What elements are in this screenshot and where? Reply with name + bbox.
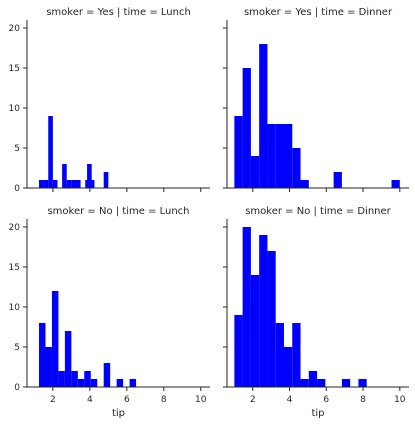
x-tick-label: 2 bbox=[50, 395, 56, 405]
y-tick-label: 10 bbox=[9, 303, 21, 313]
histogram-bar bbox=[267, 124, 276, 188]
x-tick-label: 8 bbox=[161, 395, 167, 405]
facet-panel-4: smoker = No | time = Dinner 2 4 6 8 10 tip bbox=[223, 206, 409, 419]
histogram-bar bbox=[77, 379, 85, 387]
facet-panel-2: smoker = Yes | time = Dinner bbox=[223, 7, 409, 192]
x-axis-label: tip bbox=[112, 408, 125, 419]
x-tick-label: 4 bbox=[87, 395, 93, 405]
histogram-bar bbox=[71, 371, 78, 387]
histogram-bar bbox=[103, 363, 111, 387]
histogram-bar bbox=[116, 379, 124, 387]
x-tick-label: 8 bbox=[360, 395, 366, 405]
histogram-bar bbox=[75, 180, 81, 188]
y-tick-label: 20 bbox=[9, 223, 21, 233]
histogram-bar bbox=[71, 180, 76, 188]
histogram-bar bbox=[250, 156, 260, 188]
histogram-bar bbox=[275, 124, 284, 188]
histogram-bar bbox=[89, 180, 95, 188]
histogram-bar bbox=[58, 371, 65, 387]
histogram-bar bbox=[259, 235, 268, 387]
histogram-bar bbox=[333, 172, 342, 188]
histogram-bar bbox=[234, 116, 243, 188]
y-tick-label: 5 bbox=[14, 144, 20, 154]
histogram-bar bbox=[283, 347, 293, 387]
histogram-bar bbox=[292, 323, 301, 387]
histogram-bar bbox=[300, 180, 309, 188]
histogram-bar bbox=[242, 68, 251, 188]
x-tick-label: 10 bbox=[394, 395, 406, 405]
panel-title: smoker = Yes | time = Dinner bbox=[244, 7, 393, 18]
histogram-bar bbox=[51, 291, 59, 387]
y-tick-label: 0 bbox=[14, 184, 20, 194]
histogram-bar bbox=[391, 180, 400, 188]
histogram-bar bbox=[90, 379, 98, 387]
histogram-bar bbox=[84, 371, 91, 387]
histogram-bar bbox=[300, 379, 309, 387]
y-tick-label: 0 bbox=[14, 383, 20, 393]
histogram-bar bbox=[129, 379, 137, 387]
histogram-bar bbox=[267, 251, 276, 387]
histogram-bar bbox=[358, 379, 367, 387]
histogram-bar bbox=[48, 116, 53, 188]
y-tick-label: 5 bbox=[14, 343, 20, 353]
histogram-bar bbox=[62, 164, 67, 188]
panel-title: smoker = No | time = Lunch bbox=[47, 206, 189, 217]
histogram-bar bbox=[45, 347, 52, 387]
x-tick-label: 2 bbox=[250, 395, 256, 405]
x-tick-label: 10 bbox=[195, 395, 207, 405]
y-tick-label: 15 bbox=[9, 263, 20, 273]
histogram-bar bbox=[275, 323, 284, 387]
histogram-bar bbox=[283, 124, 293, 188]
y-tick-label: 10 bbox=[9, 104, 21, 114]
x-tick-label: 6 bbox=[323, 395, 329, 405]
histogram-bar bbox=[87, 164, 92, 188]
x-tick-label: 6 bbox=[124, 395, 130, 405]
histogram-bar bbox=[103, 172, 109, 188]
histogram-bar bbox=[259, 44, 268, 188]
panel-title: smoker = No | time = Dinner bbox=[245, 206, 391, 217]
facet-panel-1: smoker = Yes | time = Lunch 0 5 10 15 20 bbox=[9, 7, 210, 194]
histogram-bar bbox=[317, 379, 326, 387]
histogram-bar bbox=[250, 275, 260, 387]
panel-title: smoker = Yes | time = Lunch bbox=[46, 7, 191, 18]
x-tick-label: 4 bbox=[287, 395, 293, 405]
facet-panel-3: smoker = No | time = Lunch 0 5 10 15 20 2 4 6 8 10… bbox=[9, 206, 210, 419]
y-tick-label: 15 bbox=[9, 64, 20, 74]
histogram-bar bbox=[64, 331, 72, 387]
histogram-bar bbox=[43, 180, 49, 188]
histogram-bar bbox=[39, 323, 46, 387]
x-axis-label: tip bbox=[311, 408, 324, 419]
histogram-bar bbox=[39, 180, 44, 188]
y-tick-label: 20 bbox=[9, 24, 21, 34]
histogram-bar bbox=[66, 180, 72, 188]
histogram-bar bbox=[292, 148, 301, 188]
histogram-bar bbox=[52, 180, 58, 188]
histogram-bar bbox=[234, 315, 243, 387]
histogram-bar bbox=[242, 227, 251, 387]
histogram-bar bbox=[308, 371, 318, 387]
histogram-bar bbox=[341, 379, 351, 387]
